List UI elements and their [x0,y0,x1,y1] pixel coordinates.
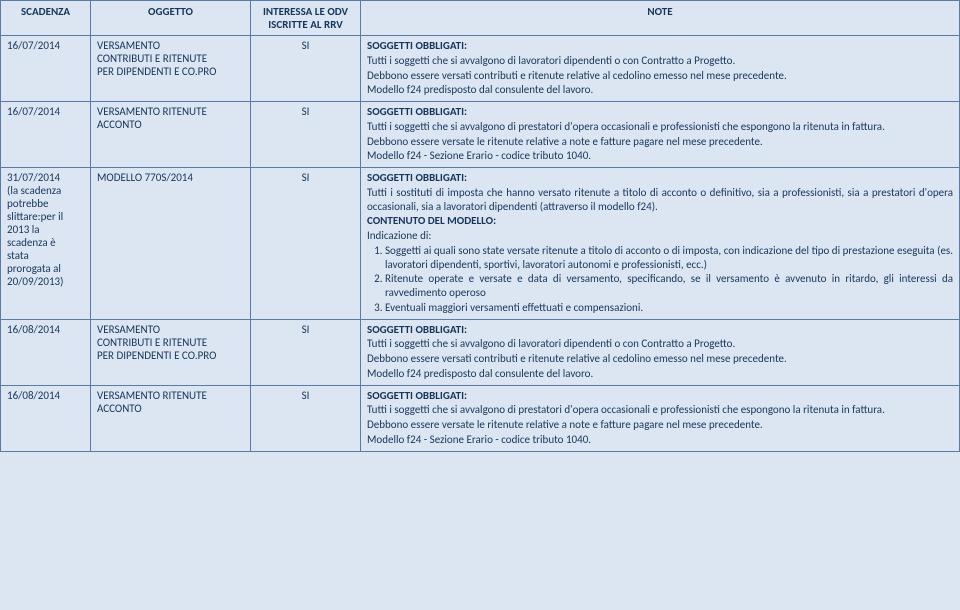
cell-date: 16/07/2014 [1,36,91,102]
cell-note: SOGGETTI OBBLIGATI: Tutti i soggetti che… [361,319,960,385]
note-text: Debbono essere versate le ritenute relat… [367,418,953,432]
table-header-row: SCADENZA OGGETTO INTERESSA LE ODV ISCRIT… [1,1,960,36]
date-line: scadenza è [7,236,84,249]
header-odv: INTERESSA LE ODV ISCRITTE AL RRV [251,1,361,36]
date-line: (la scadenza [7,184,84,197]
cell-date: 31/07/2014 (la scadenza potrebbe slittar… [1,168,91,320]
date-line: potrebbe [7,197,84,210]
cell-odv: SI [251,168,361,320]
note-heading: SOGGETTI OBBLIGATI: [367,389,467,402]
date-line: prorogata al [7,262,84,275]
note-text: Tutti i sostituti di imposta che hanno v… [367,186,953,214]
obj-line: PER DIPENDENTI E CO.PRO [97,349,244,362]
date-line: stata [7,249,84,262]
note-text: Modello f24 - Sezione Erario - codice tr… [367,149,953,163]
note-list: Soggetti ai quali sono state versate rit… [385,244,953,315]
header-scadenza: SCADENZA [1,1,91,36]
note-list-item: Ritenute operate e versate e data di ver… [385,272,953,300]
note-list-item: Eventuali maggiori versamenti effettuati… [385,301,953,315]
note-text: Modello f24 predisposto dal consulente d… [367,367,953,381]
cell-date: 16/08/2014 [1,319,91,385]
note-text: Indicazione di: [367,229,953,243]
header-odv-line2: ISCRITTE AL RRV [257,18,354,31]
table-row: 16/08/2014 VERSAMENTO RITENUTE ACCONTO S… [1,385,960,451]
cell-odv: SI [251,102,361,168]
obj-line: VERSAMENTO [97,39,244,52]
obj-line: ACCONTO [97,118,244,131]
cell-object: VERSAMENTO CONTRIBUTI E RITENUTE PER DIP… [91,319,251,385]
obj-line: CONTRIBUTI E RITENUTE [97,336,244,349]
cell-object: MODELLO 770S/2014 [91,168,251,320]
header-odv-line1: INTERESSA LE ODV [257,5,354,18]
cell-odv: SI [251,36,361,102]
cell-object: VERSAMENTO RITENUTE ACCONTO [91,102,251,168]
note-text: Debbono essere versate le ritenute relat… [367,135,953,149]
cell-note: SOGGETTI OBBLIGATI: Tutti i soggetti che… [361,102,960,168]
date-line: slittare:per il [7,210,84,223]
date-line: 2013 la [7,223,84,236]
obj-line: MODELLO 770S/2014 [97,171,244,184]
note-text: Modello f24 - Sezione Erario - codice tr… [367,433,953,447]
obj-line: PER DIPENDENTI E CO.PRO [97,65,244,78]
cell-note: SOGGETTI OBBLIGATI: Tutti i sostituti di… [361,168,960,320]
cell-odv: SI [251,319,361,385]
note-heading: SOGGETTI OBBLIGATI: [367,105,467,118]
cell-note: SOGGETTI OBBLIGATI: Tutti i soggetti che… [361,36,960,102]
note-text: Tutti i soggetti che si avvalgono di lav… [367,337,953,351]
note-heading: SOGGETTI OBBLIGATI: [367,323,467,336]
cell-date: 16/08/2014 [1,385,91,451]
note-heading: CONTENUTO DEL MODELLO: [367,214,496,227]
note-heading: SOGGETTI OBBLIGATI: [367,171,467,184]
obj-line: VERSAMENTO [97,323,244,336]
date-line: 31/07/2014 [7,171,84,184]
note-text: Modello f24 predisposto dal consulente d… [367,83,953,97]
header-oggetto: OGGETTO [91,1,251,36]
cell-object: VERSAMENTO RITENUTE ACCONTO [91,385,251,451]
note-text: Debbono essere versati contributi e rite… [367,69,953,83]
cell-note: SOGGETTI OBBLIGATI: Tutti i soggetti che… [361,385,960,451]
cell-odv: SI [251,385,361,451]
table-row: 16/07/2014 VERSAMENTO RITENUTE ACCONTO S… [1,102,960,168]
table-row: 31/07/2014 (la scadenza potrebbe slittar… [1,168,960,320]
obj-line: CONTRIBUTI E RITENUTE [97,52,244,65]
header-note: NOTE [361,1,960,36]
note-heading: SOGGETTI OBBLIGATI: [367,39,467,52]
obj-line: ACCONTO [97,402,244,415]
cell-date: 16/07/2014 [1,102,91,168]
obj-line: VERSAMENTO RITENUTE [97,389,244,402]
note-text: Tutti i soggetti che si avvalgono di pre… [367,403,953,417]
table-row: 16/08/2014 VERSAMENTO CONTRIBUTI E RITEN… [1,319,960,385]
schedule-table: SCADENZA OGGETTO INTERESSA LE ODV ISCRIT… [0,0,960,452]
note-text: Tutti i soggetti che si avvalgono di lav… [367,54,953,68]
note-text: Tutti i soggetti che si avvalgono di pre… [367,120,953,134]
cell-object: VERSAMENTO CONTRIBUTI E RITENUTE PER DIP… [91,36,251,102]
note-text: Debbono essere versati contributi e rite… [367,352,953,366]
note-list-item: Soggetti ai quali sono state versate rit… [385,244,953,272]
date-line: 20/09/2013) [7,275,84,288]
table-row: 16/07/2014 VERSAMENTO CONTRIBUTI E RITEN… [1,36,960,102]
obj-line: VERSAMENTO RITENUTE [97,105,244,118]
